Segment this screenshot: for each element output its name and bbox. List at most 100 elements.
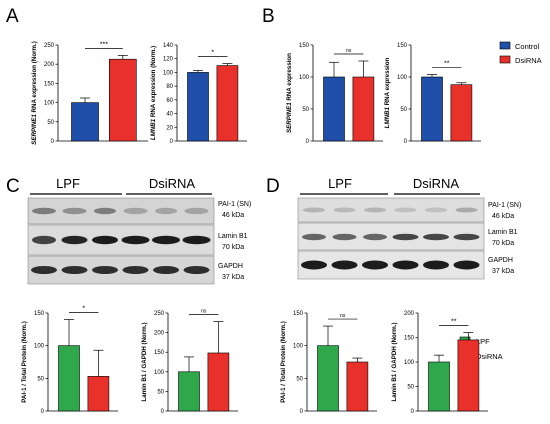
bar-dsirna bbox=[352, 76, 375, 142]
blot-d-size-gapdh: 37 kDa bbox=[492, 268, 514, 275]
blot-c-label-gapdh: GAPDH bbox=[218, 263, 243, 270]
blot-band bbox=[94, 207, 116, 215]
y-tick-label: 150 bbox=[44, 81, 55, 87]
y-tick-label: 100 bbox=[293, 344, 304, 350]
chart-c2: 0 50 100 150 200 250 Lamin B1 / GAPDH (Norm.) n… bbox=[141, 309, 238, 415]
significance-label: ns bbox=[340, 313, 346, 319]
y-tick-label: 100 bbox=[44, 101, 55, 107]
blot-band bbox=[61, 266, 88, 274]
blot-band bbox=[182, 235, 211, 245]
y-axis-title: SERPINE1 RNA expression (Norm.) bbox=[31, 41, 38, 145]
blot-d-label-pai1: PAI-1 (SN) bbox=[488, 202, 521, 209]
y-tick-label: 50 bbox=[296, 376, 303, 382]
bar-dsirna bbox=[109, 58, 137, 142]
bar-dsirna bbox=[207, 352, 230, 412]
legend-label-control: Control bbox=[515, 42, 540, 51]
y-tick-label: 0 bbox=[306, 139, 310, 145]
y-tick-label: 0 bbox=[411, 409, 415, 415]
blot-band bbox=[32, 235, 56, 245]
bar-dsirna bbox=[216, 65, 239, 142]
y-tick-label: 150 bbox=[293, 311, 304, 317]
bar-control bbox=[421, 76, 443, 142]
y-tick-label: 150 bbox=[397, 43, 408, 49]
legend-label-lpf: LPF bbox=[476, 337, 490, 346]
bar-control bbox=[71, 102, 99, 142]
blot-band bbox=[92, 266, 118, 274]
significance-label: * bbox=[82, 306, 85, 313]
blot-band bbox=[155, 207, 177, 215]
western-blot-d: LPF DsiRNA PAI-1 (SN) 46 kDa Lamin B1 70… bbox=[297, 176, 521, 280]
blot-band bbox=[425, 207, 447, 213]
legend-swatch-control bbox=[499, 41, 511, 50]
blot-band bbox=[302, 233, 326, 241]
y-tick-label: 120 bbox=[163, 57, 174, 63]
chart-b1: 0 50 100 150 SERPINE1 RNA expression ns bbox=[286, 43, 383, 145]
y-axis-title: Lamin B1 / GAPDH (Norm.) bbox=[141, 322, 148, 401]
western-blot-c: LPF DsiRNA PAI-1 (SN) 46 kDa Lamin B1 70… bbox=[27, 176, 251, 285]
y-axis-title: PAI-1 / Total Protein (Norm.) bbox=[21, 321, 28, 403]
y-tick-label: 100 bbox=[397, 75, 408, 81]
y-tick-label: 80 bbox=[166, 84, 173, 90]
y-tick-label: 20 bbox=[166, 125, 173, 131]
y-axis-title-text: PAI-1 / Total Protein (Norm.) bbox=[21, 321, 28, 403]
y-axis-title: Lamin B1 / GAPDH (Norm.) bbox=[391, 322, 398, 401]
bar-dsirna bbox=[346, 361, 369, 412]
blot-band bbox=[31, 266, 57, 274]
y-axis-title-text: Lamin B1 / GAPDH (Norm.) bbox=[391, 322, 398, 401]
blot-d-label-laminb1: Lamin B1 bbox=[488, 229, 518, 236]
y-axis-title-text: RNA expression bbox=[384, 57, 391, 107]
y-tick-label: 200 bbox=[404, 311, 415, 317]
chart-d2: 0 50 100 150 200 Lamin B1 / GAPDH (Norm.) ** bbox=[391, 311, 488, 415]
y-tick-label: 50 bbox=[157, 389, 164, 395]
y-tick-label: 250 bbox=[154, 311, 165, 317]
legend-label-dsirna: DsiRNA bbox=[515, 56, 542, 65]
y-axis-title: LMNB1 RNA expression bbox=[384, 57, 391, 128]
blot-band bbox=[333, 207, 356, 213]
blot-c-strip-gapdh bbox=[27, 255, 215, 285]
blot-band bbox=[363, 233, 387, 241]
significance-label: ns bbox=[346, 48, 352, 54]
blot-band bbox=[61, 235, 88, 245]
blot-band bbox=[453, 233, 480, 241]
y-tick-label: 50 bbox=[407, 385, 414, 391]
y-tick-label: 50 bbox=[37, 376, 44, 382]
y-tick-label: 50 bbox=[302, 107, 309, 113]
chart-d1: 0 50 100 150 PAI-1 / Total Protein (Norm.) ns bbox=[280, 311, 377, 415]
blot-d-group-lpf: LPF bbox=[328, 176, 352, 191]
y-tick-label: 200 bbox=[154, 331, 165, 337]
blot-d-strip-laminb1 bbox=[297, 222, 485, 251]
blot-band bbox=[303, 207, 325, 213]
bar-lpf bbox=[58, 345, 80, 412]
y-tick-label: 0 bbox=[404, 139, 408, 145]
y-tick-label: 0 bbox=[300, 409, 304, 415]
blot-c-size-gapdh: 37 kDa bbox=[222, 274, 244, 281]
bar-dsirna bbox=[450, 84, 473, 142]
blot-band bbox=[301, 260, 327, 270]
blot-band bbox=[423, 260, 449, 270]
blot-band bbox=[394, 207, 417, 213]
blot-d-group-dsirna: DsiRNA bbox=[413, 176, 460, 191]
blot-c-bands bbox=[31, 207, 211, 274]
bar-control bbox=[187, 72, 209, 142]
y-tick-label: 250 bbox=[44, 43, 55, 49]
y-axis-title-gene: LMNB1 bbox=[150, 118, 157, 140]
y-axis-title-text: PAI-1 / Total Protein (Norm.) bbox=[280, 321, 287, 403]
y-tick-label: 0 bbox=[161, 409, 165, 415]
blot-d-size-laminb1: 70 kDa bbox=[492, 240, 514, 247]
blot-band bbox=[123, 207, 148, 215]
y-tick-label: 100 bbox=[34, 344, 45, 350]
blot-band bbox=[362, 260, 388, 270]
y-axis-title-gene: SERPINE1 bbox=[31, 114, 38, 145]
y-tick-label: 0 bbox=[41, 409, 45, 415]
chart-c1: 0 50 100 150 PAI-1 / Total Protein (Norm.) * bbox=[21, 306, 118, 415]
panel-letter-c: C bbox=[6, 176, 20, 197]
y-tick-label: 150 bbox=[299, 43, 310, 49]
bar-dsirna bbox=[87, 376, 110, 412]
significance-label: ** bbox=[444, 60, 450, 67]
blot-band bbox=[392, 260, 419, 270]
blot-c-size-pai1: 46 kDa bbox=[222, 212, 244, 219]
y-tick-label: 40 bbox=[166, 112, 173, 118]
bar-control bbox=[323, 76, 345, 142]
y-axis-title-text: RNA expression bbox=[286, 53, 293, 103]
